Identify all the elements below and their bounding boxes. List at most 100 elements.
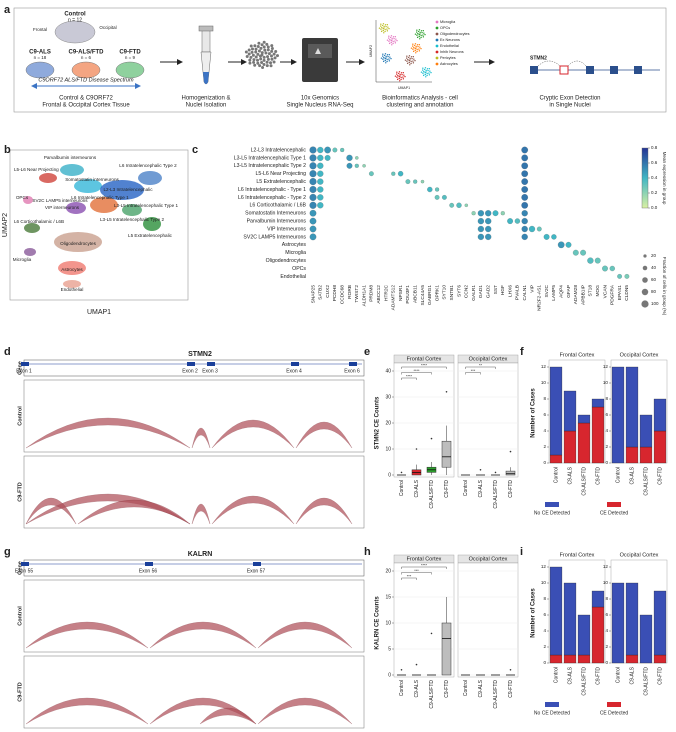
facet-title: Frontal Cortex [407, 356, 442, 362]
panel-a-frame [13, 7, 667, 113]
row-label: L5 Extratelencephalic [256, 179, 306, 185]
y-tick-label: 2 [543, 644, 546, 649]
mini-umap-point [416, 50, 418, 53]
dot [309, 217, 317, 225]
x-tick-label: C9-FTD [444, 480, 450, 498]
mini-umap-point [380, 23, 382, 25]
gene-label: CCN2 [464, 285, 470, 298]
gene-track [23, 559, 365, 577]
row-label: Microglia [285, 250, 306, 256]
nucleus-icon [244, 50, 248, 54]
row-label: L6 Intratelencephalic - Type 1 [238, 187, 306, 193]
dot [464, 203, 469, 208]
mini-umap-point [413, 58, 415, 60]
significance-label: **** [414, 369, 420, 373]
mini-umap-point [384, 30, 386, 33]
nucleus-icon [273, 56, 277, 60]
x-tick-label: Control [463, 480, 469, 496]
mini-umap-point [426, 68, 429, 70]
colorbar [641, 147, 649, 209]
legend-swatch [607, 502, 621, 507]
gene-label: AQP4 [558, 285, 564, 298]
facet-title: Frontal Cortex [560, 352, 595, 358]
panel-letter: h [364, 546, 371, 558]
facet-panel [457, 362, 519, 478]
y-tick-label: 0 [388, 672, 391, 678]
dot [317, 194, 324, 201]
dot [309, 154, 317, 162]
dot [456, 202, 462, 208]
dot [477, 210, 485, 217]
y-tick-label: 10 [603, 580, 609, 585]
nucleus-icon [260, 43, 264, 47]
size-legend-title: Fraction of cells in group (%) [662, 257, 667, 316]
mini-umap-point [394, 36, 397, 38]
nucleus-icon [270, 44, 274, 48]
outlier [400, 471, 403, 474]
x-tick-label: Control [399, 680, 405, 696]
bar-segment [577, 414, 591, 424]
panel-letter: a [4, 4, 11, 16]
nucleus-icon [258, 54, 262, 58]
legend-label: Microglia [440, 20, 456, 24]
nucleus-icon [270, 49, 274, 53]
legend-swatch [435, 32, 439, 36]
x-tick-label: Control [615, 467, 621, 483]
x-tick-label: C9-FTD [595, 667, 601, 685]
nucleus-icon [265, 60, 269, 64]
nucleus-icon [245, 55, 249, 59]
nucleus-icon [256, 58, 260, 62]
y-tick-label: 0 [543, 460, 546, 465]
x-tick-label: Control [615, 667, 621, 683]
dot [587, 257, 594, 264]
x-tick-label: C9-FTD [595, 467, 601, 485]
row-label: Astrocytes [282, 242, 307, 248]
y-tick-label: 20 [385, 568, 391, 574]
dot [346, 162, 353, 169]
x-tick-label: C9-FTD [444, 680, 450, 698]
dot [609, 265, 615, 272]
step-caption: Nuclei Isolation [186, 103, 227, 109]
y-tick-label: 12 [541, 564, 547, 569]
mini-umap-point [417, 30, 420, 33]
group-n: n = 18 [34, 55, 47, 60]
dot [397, 171, 404, 177]
legend-label: Endothelial [440, 44, 459, 48]
y-tick-label: 8 [605, 596, 608, 601]
step-caption: Control & C9ORF72 [59, 96, 113, 102]
mini-umap-point [396, 73, 398, 75]
dot [477, 233, 485, 241]
x-tick-label: C9-ALS [478, 479, 484, 497]
bar-segment [639, 414, 653, 448]
x-tick-label: Control [399, 480, 405, 496]
mini-umap-point [427, 69, 429, 72]
gene-label: OPRK1 [434, 285, 440, 302]
mini-umap-point [382, 60, 385, 63]
mini-umap-point [400, 76, 402, 79]
mini-umap-point [424, 73, 426, 76]
mini-umap-point [423, 32, 425, 34]
dot [580, 249, 586, 256]
bar-segment [549, 566, 563, 656]
gene-label: NR2F2-AS1 [537, 285, 543, 311]
mini-umap-point [397, 72, 400, 75]
row-label: Somatostatin Interneurons [245, 211, 306, 217]
dot [317, 154, 324, 162]
nucleus-icon [266, 57, 270, 61]
row-label: Parvalbumin Interneurons [247, 218, 307, 224]
mini-umap-point [394, 42, 397, 44]
gene-name: STMN2 [530, 55, 547, 61]
mini-umap-point [421, 31, 423, 34]
row-label: L3-L5 Intratelencephalic Type 1 [234, 155, 306, 161]
x-tick-label: Control [553, 467, 559, 483]
legend-swatch [435, 56, 439, 60]
gene-label: SV2C [544, 284, 550, 297]
mini-umap-point [382, 53, 384, 55]
y-tick-label: 10 [385, 446, 391, 452]
y-tick-label: 12 [603, 564, 609, 569]
box [441, 622, 452, 676]
mini-umap-point [380, 30, 383, 33]
y-tick-label: 0 [388, 472, 391, 478]
x-tick-label: C9-ALS/FTD [429, 680, 435, 709]
nucleus-icon [262, 45, 266, 49]
